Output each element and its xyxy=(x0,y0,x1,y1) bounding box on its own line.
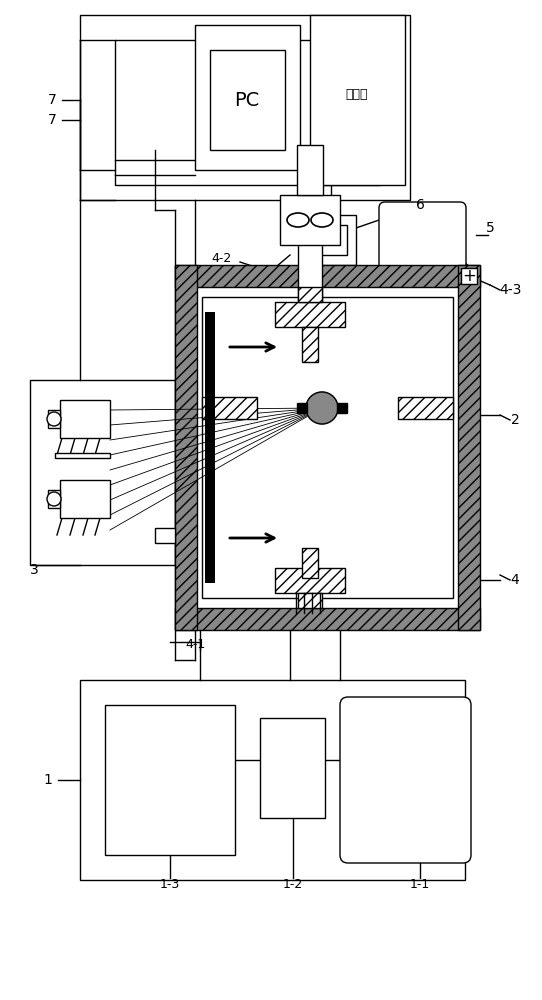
Bar xyxy=(315,225,347,255)
Text: 7: 7 xyxy=(48,113,56,127)
Bar xyxy=(60,480,110,518)
Text: 4-2: 4-2 xyxy=(212,251,232,264)
Text: 3: 3 xyxy=(30,563,38,577)
Bar xyxy=(298,195,322,302)
Text: 1: 1 xyxy=(43,773,53,787)
Text: 控制器: 控制器 xyxy=(346,89,368,102)
Text: 4: 4 xyxy=(511,573,519,587)
Bar xyxy=(175,608,480,630)
Bar xyxy=(175,265,480,287)
Bar xyxy=(280,195,340,245)
Bar xyxy=(48,410,60,428)
Bar xyxy=(461,268,477,284)
Text: 4-3: 4-3 xyxy=(499,283,521,297)
Bar xyxy=(275,302,345,327)
Text: 4-1: 4-1 xyxy=(185,639,205,652)
Bar xyxy=(55,453,110,458)
Bar xyxy=(195,25,300,170)
Text: 1-3: 1-3 xyxy=(160,879,180,892)
Bar xyxy=(155,528,175,543)
Bar xyxy=(48,490,60,508)
Bar xyxy=(202,297,453,598)
Bar xyxy=(205,312,215,583)
Text: 2: 2 xyxy=(511,413,519,427)
Bar xyxy=(105,705,235,855)
Bar xyxy=(197,287,458,608)
Text: PC: PC xyxy=(234,91,260,109)
Bar xyxy=(275,568,345,593)
Bar xyxy=(306,215,356,265)
Ellipse shape xyxy=(311,213,333,227)
Bar xyxy=(297,145,323,195)
Bar xyxy=(30,380,175,565)
Text: 1-2: 1-2 xyxy=(283,879,303,892)
Bar xyxy=(60,400,110,438)
Bar xyxy=(80,15,410,200)
Bar xyxy=(398,397,453,419)
Ellipse shape xyxy=(287,213,309,227)
Bar xyxy=(210,50,285,150)
Bar xyxy=(310,15,405,185)
Bar xyxy=(302,327,318,362)
Text: 7: 7 xyxy=(48,93,56,107)
Bar xyxy=(202,397,257,419)
Text: 5: 5 xyxy=(486,221,494,235)
Text: 6: 6 xyxy=(416,198,424,212)
Circle shape xyxy=(47,492,61,506)
Bar xyxy=(260,718,325,818)
Bar xyxy=(175,265,197,630)
Circle shape xyxy=(306,392,338,424)
Circle shape xyxy=(47,412,61,426)
Bar xyxy=(298,593,322,608)
FancyBboxPatch shape xyxy=(340,697,471,863)
Text: 1-1: 1-1 xyxy=(410,879,430,892)
Text: +: + xyxy=(462,267,476,285)
Bar xyxy=(458,265,480,630)
Bar xyxy=(298,287,322,302)
Bar xyxy=(80,680,465,880)
Bar xyxy=(302,548,318,578)
Bar xyxy=(115,40,380,185)
FancyBboxPatch shape xyxy=(379,202,466,279)
